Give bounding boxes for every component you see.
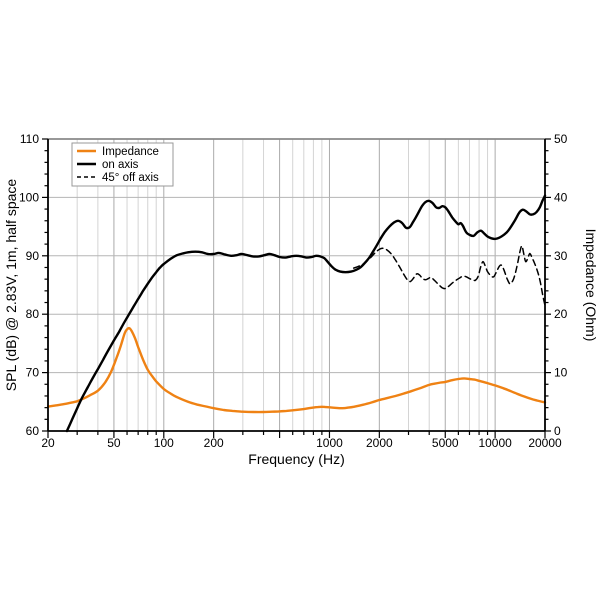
y-left-tick-label: 100 (19, 190, 39, 204)
y-left-tick-label: 60 (26, 424, 40, 438)
axes-frame (47, 138, 546, 432)
x-tick-label: 5000 (432, 436, 459, 450)
series (47, 194, 547, 433)
y-right-tick-label: 50 (554, 132, 568, 146)
x-axis-label: Frequency (Hz) (248, 451, 344, 467)
y-left-tick-label: 90 (26, 249, 40, 263)
y-right-tick-label: 20 (554, 307, 568, 321)
y-left-axis-label: SPL (dB) @ 2.83V, 1m, half space (3, 179, 19, 392)
gridlines (48, 139, 545, 431)
y-left-tick-label: 80 (26, 307, 40, 321)
tick-labels: 20 50 100 200 1000 2000 5000 10000 2000060708090… (19, 132, 568, 450)
x-tick-label: 50 (107, 436, 121, 450)
series-on-axis (65, 194, 547, 433)
ticks (42, 138, 551, 438)
y-left-tick-label: 110 (20, 132, 39, 146)
x-tick-label: 100 (154, 436, 174, 450)
y-right-tick-label: 40 (554, 190, 568, 204)
series-45-off-axis (352, 245, 546, 307)
x-tick-label: 2000 (366, 436, 393, 450)
series-impedance (47, 326, 547, 414)
x-tick-label: 20000 (528, 436, 562, 450)
x-tick-label: 200 (204, 436, 224, 450)
y-right-tick-label: 30 (554, 249, 568, 263)
x-tick-label: 1000 (316, 436, 343, 450)
y-right-tick-label: 10 (554, 366, 568, 380)
legend-item-label: on axis (102, 159, 139, 171)
legend-item-label: 45° off axis (102, 172, 159, 184)
x-tick-label: 10000 (478, 436, 512, 450)
legend-item-label: Impedance (102, 146, 159, 158)
x-tick-label: 20 (41, 436, 55, 450)
y-left-tick-label: 70 (26, 366, 40, 380)
y-right-axis-label: Impedance (Ohm) (583, 229, 599, 342)
y-right-tick-label: 0 (554, 424, 561, 438)
